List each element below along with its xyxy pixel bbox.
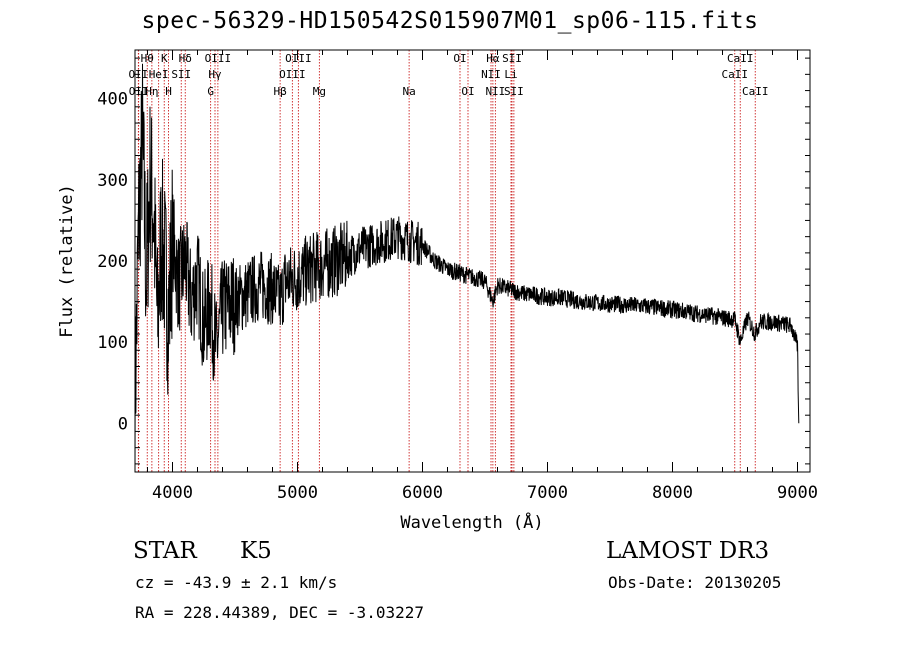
x-tick-label: 6000 [402, 483, 443, 503]
line-marker-label: OIII [285, 52, 312, 65]
line-markers [137, 50, 756, 472]
line-marker-label: Hγ [208, 68, 222, 81]
observation-date: Obs-Date: 20130205 [608, 573, 782, 592]
spectrum-line [135, 63, 800, 472]
chart-title: spec-56329-HD150542S015907M01_sp06-115.f… [141, 8, 759, 34]
x-tick-label: 7000 [527, 483, 568, 503]
line-marker-label: CaII [727, 52, 754, 65]
line-marker-label: K [161, 52, 168, 65]
line-marker-label: Hα [486, 52, 500, 65]
object-subclass: K5 [240, 538, 272, 564]
axis-ticks: 4000 5000 6000 7000 8000 9000 0 100 200 300 400 [97, 50, 818, 503]
x-tick-label: 4000 [152, 483, 193, 503]
y-tick-label: 0 [118, 414, 128, 434]
line-marker-label: SII [502, 52, 522, 65]
plot-frame [134, 49, 811, 473]
spectrum-series [135, 63, 800, 472]
line-marker-label: Hδ [179, 52, 192, 65]
line-marker-label: OII [129, 85, 149, 98]
line-marker-label: HeI [149, 68, 169, 81]
line-marker-label: Mg [313, 85, 326, 98]
line-marker-label: OI [461, 85, 474, 98]
line-marker-label: Hθ [141, 52, 154, 65]
coordinates: RA = 228.44389, DEC = -3.03227 [135, 603, 424, 622]
x-tick-label: 8000 [652, 483, 693, 503]
line-marker-label: CaII [742, 85, 769, 98]
x-axis-label: Wavelength (Å) [400, 511, 543, 533]
line-marker-label: OI [453, 52, 466, 65]
line-marker-label: SII [504, 85, 524, 98]
y-tick-label: 400 [97, 90, 128, 110]
line-marker-label: Li [504, 68, 517, 81]
line-marker-label: Hη [145, 85, 158, 98]
line-marker-label: Na [403, 85, 416, 98]
x-tick-label: 9000 [777, 483, 818, 503]
line-marker-label: G [207, 85, 214, 98]
line-marker-label: Hβ [274, 85, 288, 98]
survey-name: LAMOST DR3 [606, 538, 770, 564]
line-marker-label: OIII [279, 68, 306, 81]
line-marker-label: NII [481, 68, 501, 81]
y-tick-label: 300 [97, 171, 128, 191]
redshift-velocity: cz = -43.9 ± 2.1 km/s [135, 573, 338, 592]
object-class: STAR [133, 538, 197, 564]
line-marker-label: H [165, 85, 172, 98]
y-tick-label: 200 [97, 252, 128, 272]
line-marker-label: CaII [722, 68, 749, 81]
y-axis-label: Flux (relative) [57, 184, 77, 338]
line-marker-label: OIII [205, 52, 232, 65]
x-tick-label: 5000 [277, 483, 318, 503]
line-marker-label: OII [128, 68, 148, 81]
line-marker-label: NII [485, 85, 505, 98]
y-tick-label: 100 [97, 333, 128, 353]
line-marker-label: SII [171, 68, 191, 81]
